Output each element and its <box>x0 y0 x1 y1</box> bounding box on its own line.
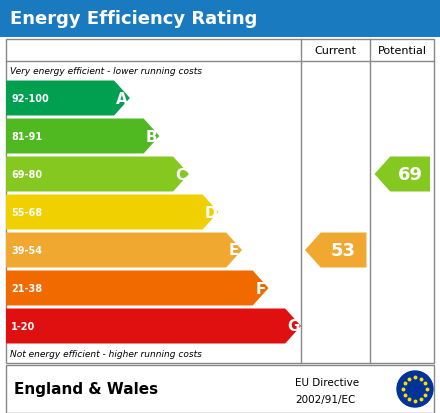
Polygon shape <box>374 157 430 192</box>
Text: 55-68: 55-68 <box>11 207 42 218</box>
Text: G: G <box>287 319 299 334</box>
Text: B: B <box>146 129 158 144</box>
Text: Potential: Potential <box>378 46 427 56</box>
Polygon shape <box>6 195 218 230</box>
Text: Very energy efficient - lower running costs: Very energy efficient - lower running co… <box>10 66 202 75</box>
Text: 39-54: 39-54 <box>11 245 42 255</box>
Bar <box>6 365 434 413</box>
Text: D: D <box>204 205 217 220</box>
Polygon shape <box>6 81 130 116</box>
Text: F: F <box>256 281 266 296</box>
Text: 2002/91/EC: 2002/91/EC <box>295 394 356 404</box>
Polygon shape <box>6 233 242 268</box>
Text: 1-20: 1-20 <box>11 321 35 331</box>
Polygon shape <box>6 309 301 344</box>
Circle shape <box>397 371 433 407</box>
Text: Current: Current <box>315 46 357 56</box>
Text: A: A <box>116 91 128 106</box>
Polygon shape <box>6 271 268 306</box>
Text: England & Wales: England & Wales <box>14 382 158 396</box>
Bar <box>6 40 434 363</box>
Text: 81-91: 81-91 <box>11 132 42 142</box>
Text: 53: 53 <box>331 242 356 259</box>
Bar <box>0 0 440 38</box>
Text: 69-80: 69-80 <box>11 170 42 180</box>
Text: E: E <box>229 243 239 258</box>
Text: Energy Efficiency Rating: Energy Efficiency Rating <box>10 10 257 28</box>
Text: 21-38: 21-38 <box>11 283 42 293</box>
Text: 69: 69 <box>398 166 422 183</box>
Text: 92-100: 92-100 <box>11 94 49 104</box>
Polygon shape <box>6 119 159 154</box>
Text: Not energy efficient - higher running costs: Not energy efficient - higher running co… <box>10 350 202 358</box>
Text: EU Directive: EU Directive <box>295 377 359 387</box>
Polygon shape <box>6 157 189 192</box>
Text: C: C <box>176 167 187 182</box>
Polygon shape <box>305 233 367 268</box>
